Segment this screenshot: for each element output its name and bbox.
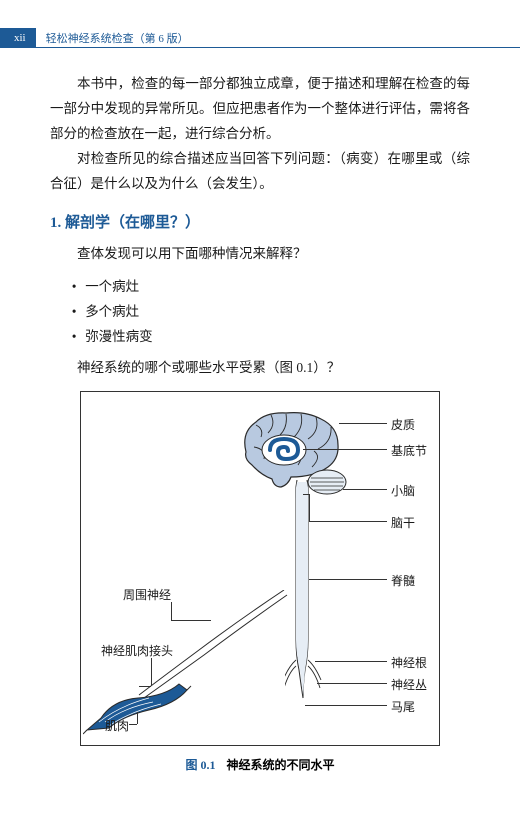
- question-1: 查体发现可以用下面哪种情况来解释？: [50, 242, 470, 267]
- page-number-box: xii: [0, 28, 36, 48]
- running-head: xii 轻松神经系统检查（第 6 版）: [0, 28, 520, 48]
- spinal-cord-icon: [285, 480, 325, 700]
- figure-title: 神经系统的不同水平: [227, 758, 335, 772]
- label-nerve-root: 神经根: [391, 654, 427, 671]
- label-muscle: 肌肉: [99, 717, 129, 734]
- list-item: 弥漫性病变: [85, 325, 470, 350]
- running-head-title: 轻松神经系统检查（第 6 版）: [46, 30, 189, 46]
- label-nmj: 神经肌肉接头: [89, 642, 173, 659]
- figure-number: 图 0.1: [185, 758, 215, 772]
- page-content: 本书中，检查的每一部分都独立成章，便于描述和理解在检查的每一部分中发现的异常所见…: [50, 72, 470, 773]
- bullet-list: 一个病灶 多个病灶 弥漫性病变: [85, 275, 470, 350]
- list-item: 一个病灶: [85, 275, 470, 300]
- figure-caption: 图 0.1 神经系统的不同水平: [50, 756, 470, 773]
- intro-para-1: 本书中，检查的每一部分都独立成章，便于描述和理解在检查的每一部分中发现的异常所见…: [50, 72, 470, 147]
- label-peripheral: 周围神经: [111, 586, 171, 603]
- intro-para-2: 对检查所见的综合描述应当回答下列问题：（病变）在哪里或（综合征）是什么以及为什么…: [50, 147, 470, 197]
- label-brainstem: 脑干: [391, 514, 415, 531]
- figure-0-1: 皮质 基底节 小脑 脑干 脊髓 神经根 神经丛 马尾 周围神经 神经肌肉接头 肌…: [80, 391, 440, 746]
- question-2: 神经系统的哪个或哪些水平受累（图 0.1）？: [50, 356, 470, 381]
- section-heading-anatomy: 1. 解剖学（在哪里？）: [50, 211, 470, 232]
- label-spinal: 脊髓: [391, 572, 415, 589]
- label-cerebellum: 小脑: [391, 482, 415, 499]
- label-cortex: 皮质: [391, 416, 415, 433]
- page-number: xii: [14, 32, 26, 44]
- label-basal: 基底节: [391, 442, 427, 459]
- label-plexus: 神经丛: [391, 676, 427, 693]
- list-item: 多个病灶: [85, 300, 470, 325]
- label-cauda: 马尾: [391, 698, 415, 715]
